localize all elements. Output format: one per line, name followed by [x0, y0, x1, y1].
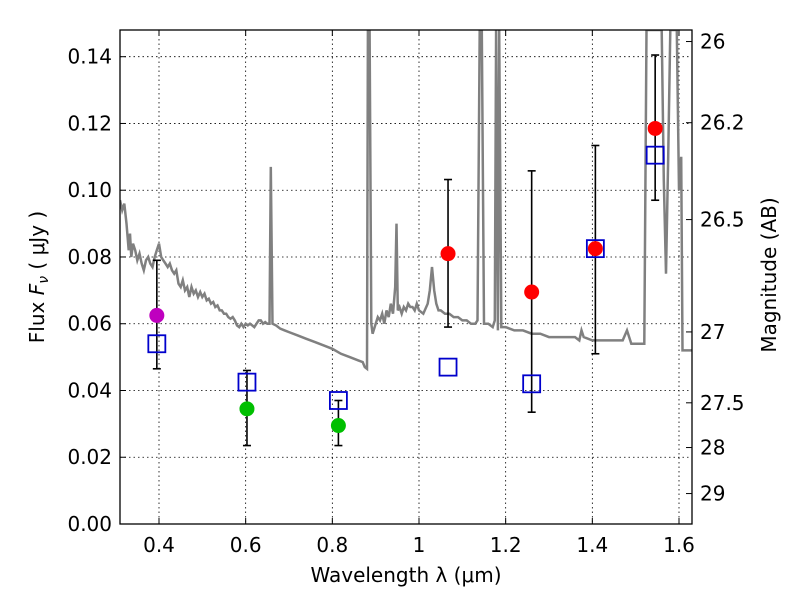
right-tick-label: 29	[700, 482, 725, 506]
tick-layer: 0.4 0.6 0.8 1 1.2 1.4 1.6 0.00 0.02 0.04 0.06 0.08 0…	[67, 30, 744, 557]
x-tick-label: 1	[413, 533, 426, 557]
y-tick-label: 0.02	[67, 445, 112, 469]
model-flux-point	[645, 145, 665, 165]
model-flux-point	[438, 357, 458, 377]
plot-frame	[119, 29, 693, 525]
right-tick-label: 28	[700, 436, 725, 460]
observed-flux-point	[524, 284, 540, 300]
y-axis-title-subscript: ν	[36, 276, 52, 284]
errorbar-layer	[152, 54, 660, 447]
x-tick-label: 1.6	[663, 533, 695, 557]
right-tick-label: 27.5	[700, 391, 745, 415]
x-tick-label: 1.2	[490, 533, 522, 557]
observed-flux-point	[149, 307, 165, 323]
right-axis-title: Magnitude (AB)	[757, 197, 781, 352]
y-tick-label: 0.12	[67, 111, 112, 135]
model-flux-point	[328, 391, 348, 410]
x-axis-title: Wavelength λ (μm)	[310, 563, 501, 587]
model-flux-point	[237, 372, 257, 392]
y-axis-title: Flux Fν ( μJy )	[25, 211, 52, 343]
model-flux-point	[522, 374, 542, 394]
y-tick-label: 0.10	[67, 178, 112, 202]
model-flux-layer	[147, 145, 665, 410]
y-axis-title-suffix: ( μJy )	[25, 211, 49, 276]
y-tick-label: 0.06	[67, 312, 112, 336]
y-tick-label: 0.00	[67, 512, 112, 536]
right-tick-label: 26.5	[700, 208, 745, 232]
observed-flux-point	[647, 120, 663, 136]
y-tick-label: 0.04	[67, 378, 112, 402]
model-flux-point	[585, 239, 605, 259]
model-flux-point	[147, 334, 167, 354]
right-tick-label: 27	[700, 320, 725, 344]
observed-flux-point	[239, 401, 255, 417]
observed-flux-point	[440, 246, 456, 262]
right-tick-label: 26.2	[700, 111, 745, 135]
x-tick-label: 0.6	[230, 533, 262, 557]
sed-model-spectrum	[120, 30, 692, 372]
x-tick-label: 1.4	[576, 533, 608, 557]
x-tick-label: 0.4	[143, 533, 175, 557]
y-axis-title-prefix: Flux	[25, 295, 49, 343]
y-axis-title-symbol: F	[25, 283, 49, 295]
y-tick-label: 0.14	[67, 45, 112, 69]
observed-flux-point	[587, 241, 603, 257]
x-tick-label: 0.8	[316, 533, 348, 557]
observed-flux-layer	[149, 120, 663, 434]
right-tick-label: 26	[700, 30, 725, 54]
observed-flux-point	[330, 418, 346, 434]
grid-layer	[120, 30, 692, 524]
y-tick-label: 0.08	[67, 245, 112, 269]
